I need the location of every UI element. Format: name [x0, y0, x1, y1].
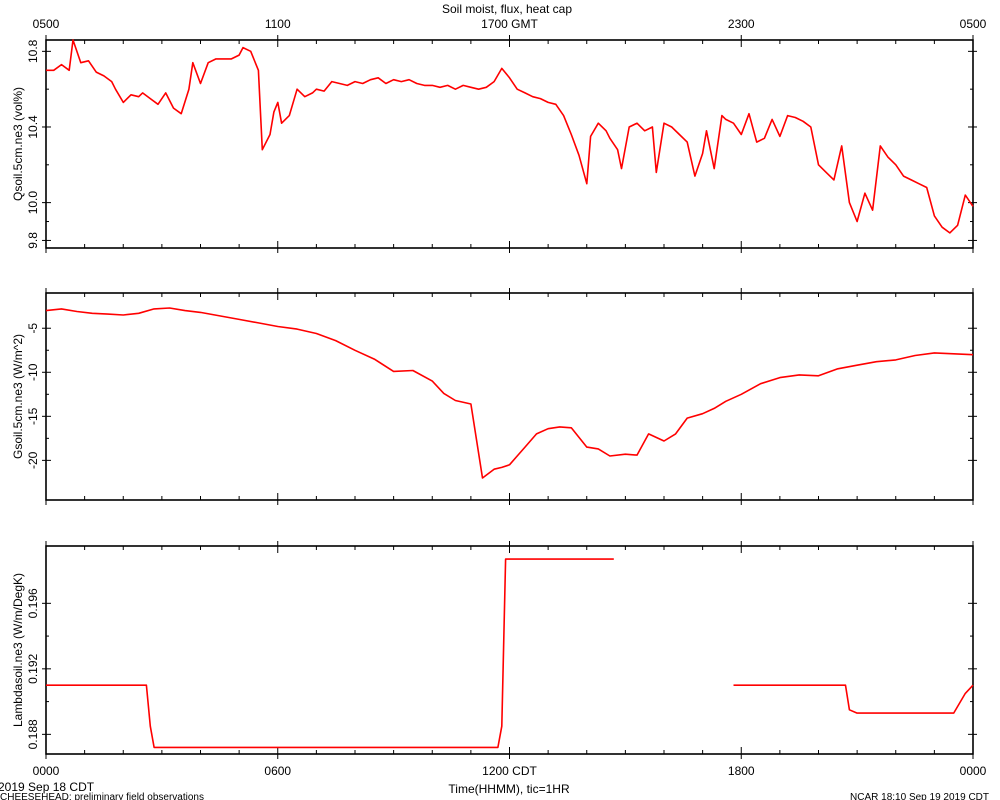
top-x-tick-label: 1700 GMT	[481, 17, 538, 31]
top-x-tick-label: 2300	[728, 17, 755, 31]
chart-panels: 9.8 10.0 10.4 10.8 Qsoil.5cm.ne3 (vol%) -20 -1…	[11, 17, 987, 778]
y-tick-label: 0.188	[26, 719, 40, 749]
bottom-x-tick-label: 1800	[728, 764, 755, 778]
x-axis-label: Time(HHMM), tic=1HR	[448, 782, 570, 796]
chart-title: Soil moist, flux, heat cap	[442, 2, 572, 16]
bottom-x-tick-label: 0000	[33, 764, 60, 778]
footer-right: NCAR 18:10 Sep 19 2019 CDT	[850, 792, 989, 800]
top-x-tick-label: 0500	[960, 17, 987, 31]
top-x-tick-label: 0500	[33, 17, 60, 31]
y-tick-label: -20	[26, 451, 40, 469]
series-line	[46, 39, 974, 234]
date-label: 2019 Sep 18 CDT	[0, 780, 95, 794]
bottom-x-tick-label: 0600	[264, 764, 291, 778]
y-tick-label: 10.8	[26, 39, 40, 63]
plot-frame	[45, 292, 974, 501]
y-tick-label: 9.8	[26, 232, 40, 249]
plot-frame	[45, 39, 974, 249]
series-line	[45, 307, 974, 479]
y-tick-label: -10	[26, 363, 40, 381]
y-axis-label: Lambdasoil.ne3 (W/m/DegK)	[11, 573, 25, 727]
footer-left: CHEESEHEAD: preliminary field observatio…	[0, 792, 204, 800]
top-x-tick-label: 1100	[265, 17, 291, 31]
y-tick-label: 0.196	[26, 588, 40, 618]
series-line	[733, 684, 974, 714]
bottom-x-tick-label: 1200 CDT	[482, 764, 537, 778]
y-tick-label: -15	[26, 407, 40, 425]
y-axis-label: Gsoil.5cm.ne3 (W/m^2)	[11, 334, 25, 459]
plot-frame	[45, 545, 974, 755]
y-tick-label: 10.4	[26, 115, 40, 139]
y-axis-label: Qsoil.5cm.ne3 (vol%)	[11, 87, 25, 201]
y-tick-label: -5	[26, 323, 40, 334]
series-line	[46, 558, 614, 749]
y-tick-label: 10.0	[26, 191, 40, 215]
chart-panel-1: 9.8 10.0 10.4 10.8 Qsoil.5cm.ne3 (vol%)	[11, 35, 977, 253]
y-tick-label: 0.192	[26, 653, 40, 683]
bottom-x-tick-label: 0000	[960, 764, 987, 778]
